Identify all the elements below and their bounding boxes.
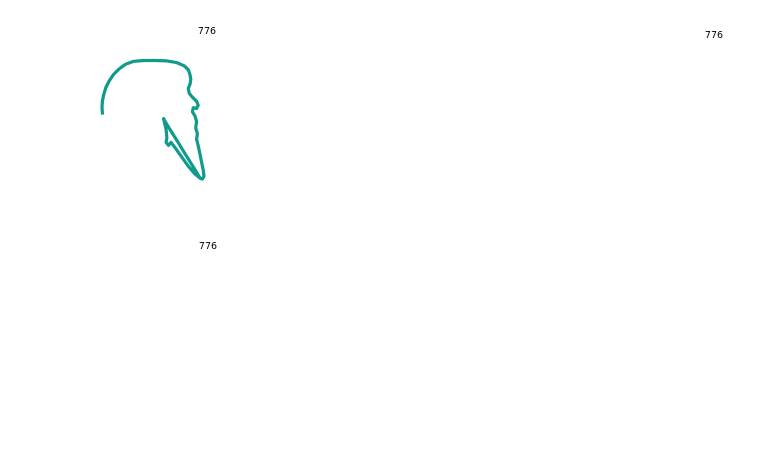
- hr-evolution-track: [100, 58, 206, 181]
- model-number-label: 776: [197, 26, 217, 37]
- model-number-label: 776: [704, 30, 724, 41]
- model-number-label: 776: [198, 241, 218, 252]
